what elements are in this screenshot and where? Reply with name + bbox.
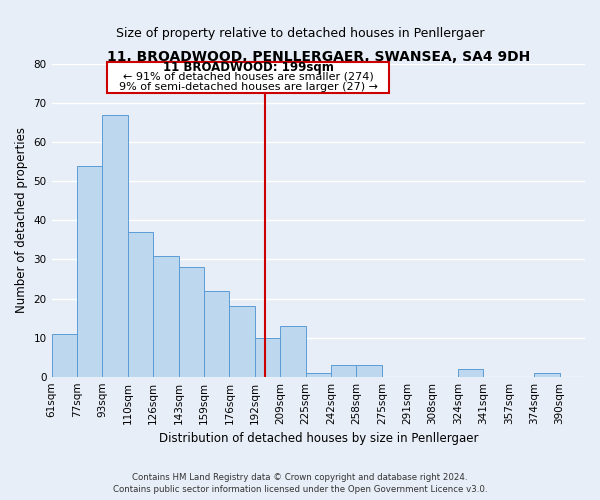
Bar	[179, 267, 204, 376]
Bar	[331, 365, 356, 376]
Bar	[280, 326, 305, 376]
Bar	[103, 115, 128, 376]
Text: Contains HM Land Registry data © Crown copyright and database right 2024.
Contai: Contains HM Land Registry data © Crown c…	[113, 473, 487, 494]
Text: ← 91% of detached houses are smaller (274): ← 91% of detached houses are smaller (27…	[123, 72, 374, 82]
Bar	[305, 373, 331, 376]
Title: 11, BROADWOOD, PENLLERGAER, SWANSEA, SA4 9DH: 11, BROADWOOD, PENLLERGAER, SWANSEA, SA4…	[107, 50, 530, 64]
Bar	[356, 365, 382, 376]
Bar	[107, 62, 389, 94]
Text: 11 BROADWOOD: 199sqm: 11 BROADWOOD: 199sqm	[163, 60, 334, 74]
Y-axis label: Number of detached properties: Number of detached properties	[15, 128, 28, 314]
Text: 9% of semi-detached houses are larger (27) →: 9% of semi-detached houses are larger (2…	[119, 82, 378, 92]
Bar	[534, 373, 560, 376]
Bar	[52, 334, 77, 376]
Bar	[229, 306, 255, 376]
X-axis label: Distribution of detached houses by size in Penllergaer: Distribution of detached houses by size …	[158, 432, 478, 445]
Bar	[77, 166, 103, 376]
Bar	[255, 338, 280, 376]
Bar	[153, 256, 179, 376]
Bar	[458, 369, 484, 376]
Bar	[204, 290, 229, 376]
Bar	[128, 232, 153, 376]
Text: Size of property relative to detached houses in Penllergaer: Size of property relative to detached ho…	[116, 28, 484, 40]
